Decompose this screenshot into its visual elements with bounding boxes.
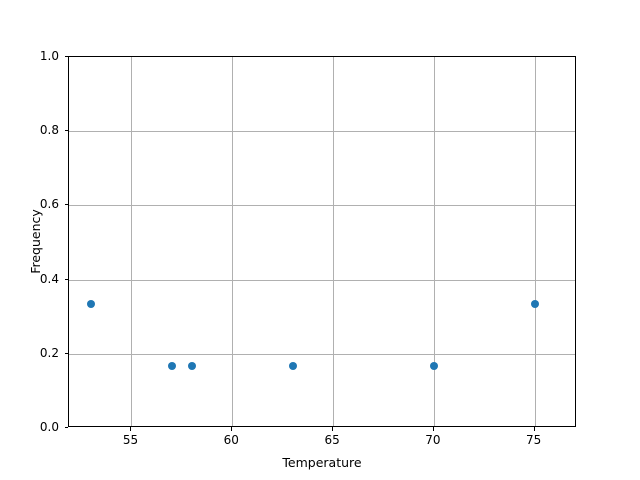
data-point [288,362,297,371]
gridline-vertical [433,57,435,426]
y-tick-mark [64,204,68,206]
y-tick-label: 1.0 [39,49,59,63]
y-axis-label: Frequency [28,209,43,274]
gridline-horizontal [69,205,575,207]
gridline-vertical [232,57,234,426]
gridline-horizontal [69,131,575,133]
y-tick-label: 0.8 [39,123,59,138]
gridline-vertical [534,57,536,426]
y-tick-mark [64,278,68,280]
x-tick-mark [432,427,434,431]
x-tick-mark [130,427,132,431]
x-tick-label: 75 [526,433,542,447]
y-tick-mark [64,427,68,428]
x-tick-label: 70 [425,433,441,447]
data-point [87,300,96,309]
plot-axes [68,56,576,427]
y-tick-label: 0.0 [39,420,59,434]
x-tick-mark [231,427,233,431]
y-tick-label: 0.4 [39,271,59,286]
data-point [187,362,196,371]
x-tick-mark [533,427,535,431]
x-tick-label: 65 [324,433,340,447]
gridline-vertical [131,57,133,426]
y-tick-mark [64,352,68,354]
y-tick-label: 0.2 [39,345,59,360]
x-tick-mark [332,427,334,431]
scatter-points [69,57,575,426]
gridline-horizontal [69,353,575,355]
y-tick-mark [64,56,68,57]
y-tick-label: 0.6 [39,197,59,212]
x-tick-label: 60 [223,433,239,447]
data-point [429,362,438,371]
data-point [530,300,539,309]
x-axis-label: Temperature [282,455,362,470]
gridline-horizontal [69,279,575,281]
y-tick-mark [64,130,68,132]
gridlines [69,57,575,426]
gridline-vertical [333,57,335,426]
x-tick-label: 55 [122,433,139,447]
data-point [167,362,176,371]
